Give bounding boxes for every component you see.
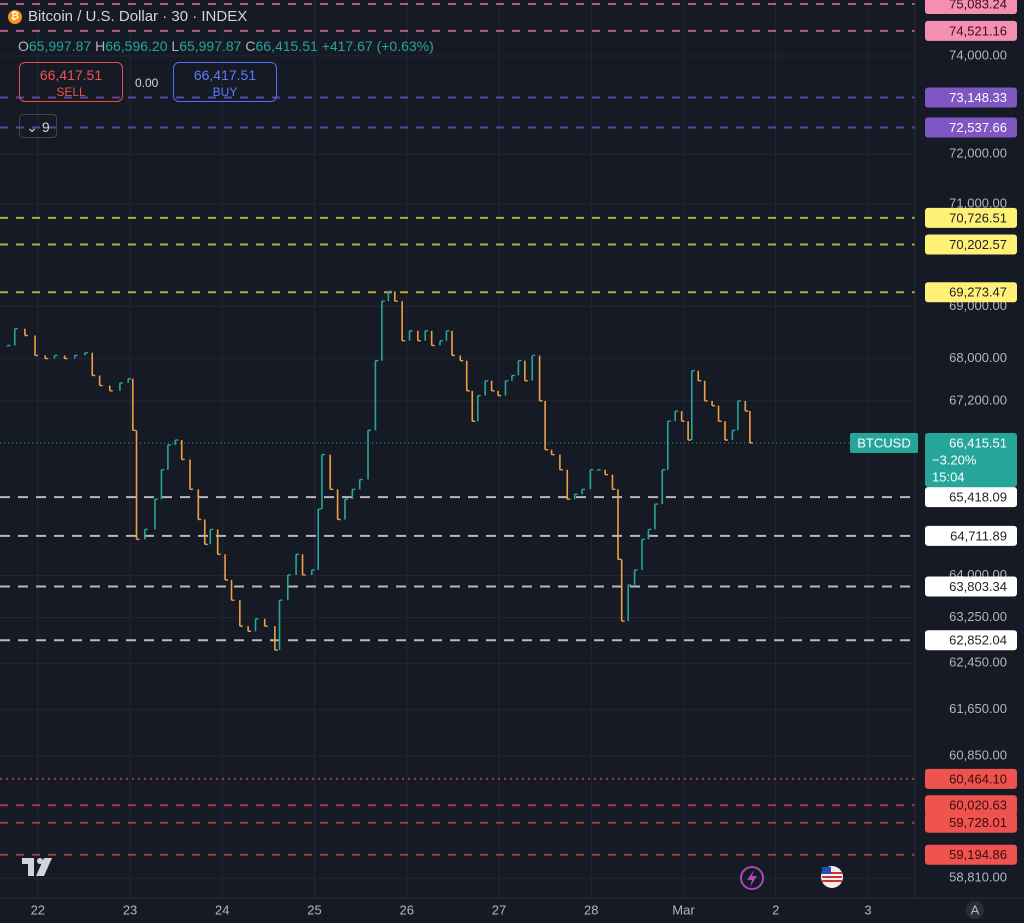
lightning-glyph (747, 870, 757, 887)
price-level-label: 70,726.51 (949, 210, 1007, 225)
price-level-label: 72,537.66 (949, 120, 1007, 135)
lightning-icon[interactable] (740, 866, 764, 890)
y-tick-label: 67,200.00 (949, 392, 1007, 407)
price-level-tag (925, 207, 1017, 228)
indicators-count: 9 (41, 119, 50, 135)
x-tick-label: 24 (215, 902, 229, 917)
symbol-header: ₿ Bitcoin / U.S. Dollar · 30 · INDEX (8, 8, 247, 25)
x-tick-label: 23 (123, 902, 137, 917)
buy-price: 66,417.51 (193, 67, 257, 83)
low-value: 65,997.87 (179, 38, 242, 54)
sell-label: SELL (56, 85, 86, 99)
price-level-tag (925, 234, 1017, 255)
y-tick-label: 71,000.00 (949, 196, 1007, 211)
price-level-tag (925, 20, 1017, 41)
price-level-tag (925, 487, 1017, 508)
price-level-label: 69,273.47 (949, 285, 1007, 300)
indicators-toggle[interactable]: ⌄ 9 (19, 114, 57, 138)
high-key: H (95, 38, 106, 54)
price-level-tag (925, 0, 1017, 15)
low-key: L (171, 38, 180, 54)
sell-button[interactable]: 66,417.51 SELL (19, 62, 123, 102)
price-level-tag (925, 812, 1017, 833)
price-level-label: 63,803.34 (949, 579, 1007, 594)
flag-canton (822, 867, 831, 874)
price-level-label: 65,418.09 (949, 490, 1007, 505)
tv-logo (22, 858, 52, 876)
price-level-label: 70,202.57 (949, 237, 1007, 252)
y-tick-label: 61,650.00 (949, 701, 1007, 716)
price-level-label: 60,464.10 (949, 771, 1007, 786)
y-tick-label: 68,000.00 (949, 350, 1007, 365)
x-tick-label: 22 (31, 902, 45, 917)
x-tick-label: 2 (772, 902, 779, 917)
x-tick-label: 3 (864, 902, 871, 917)
price-level-label: 59,194.86 (949, 847, 1007, 862)
price-level-tag (925, 282, 1017, 303)
change-value: +417.67 (+0.63%) (321, 38, 434, 54)
price-level-tag (925, 630, 1017, 651)
x-tick-label: 27 (492, 902, 506, 917)
symbol-tag (850, 432, 918, 453)
open-value: 65,997.87 (28, 38, 92, 54)
y-tick-label: 62,450.00 (949, 655, 1007, 670)
x-tick-label: 25 (307, 902, 321, 917)
price-level-label: 64,711.89 (950, 528, 1007, 543)
price-level-tag (925, 768, 1017, 789)
price-level-tag (925, 844, 1017, 865)
y-tick-label: 60,850.00 (949, 748, 1007, 763)
price-level-tag (925, 525, 1017, 546)
price-level-tag (925, 87, 1017, 108)
close-key: C (245, 38, 256, 54)
x-tick-label: Mar (672, 902, 695, 917)
price-level-label: 59,728.01 (949, 815, 1007, 830)
current-change-label: −3.20% (932, 452, 977, 467)
y-tick-label: 72,000.00 (949, 146, 1007, 161)
y-tick-label: 63,250.00 (949, 609, 1007, 624)
price-level-label: 73,148.33 (949, 90, 1007, 105)
coin-icon: ₿ (8, 9, 22, 24)
sell-price: 66,417.51 (39, 67, 103, 83)
buy-button[interactable]: 66,417.51 BUY (173, 62, 277, 102)
x-tick-label: 26 (400, 902, 414, 917)
y-tick-label: 58,810.00 (949, 870, 1007, 885)
auto-scale-label: A (971, 902, 980, 917)
price-level-tag (925, 117, 1017, 138)
ohlc-values: O65,997.87 H66,596.20 L65,997.87 C66,415… (18, 38, 434, 54)
spread: 0.00 (135, 76, 159, 90)
price-level-tag (925, 795, 1017, 816)
price-level-label: 62,852.04 (949, 633, 1007, 648)
price-level-label: 75,083.24 (949, 0, 1007, 11)
auto-scale-button[interactable] (966, 901, 984, 919)
symbol-title: Bitcoin / U.S. Dollar · 30 · INDEX (28, 8, 248, 25)
symbol-label: BTCUSD (857, 435, 910, 450)
price-level-tag (925, 576, 1017, 597)
current-price-tag (925, 432, 1017, 487)
close-value: 66,415.51 (255, 38, 318, 54)
buy-label: BUY (212, 85, 238, 99)
x-tick-label: 28 (584, 902, 598, 917)
high-value: 66,596.20 (105, 38, 168, 54)
y-tick-label: 74,000.00 (949, 47, 1007, 62)
price-level-label: 60,020.63 (949, 798, 1007, 813)
countdown-label: 15:04 (932, 469, 965, 484)
price-level-label: 74,521.16 (949, 23, 1007, 38)
open-key: O (18, 38, 29, 54)
current-price-label: 66,415.51 (949, 435, 1007, 450)
